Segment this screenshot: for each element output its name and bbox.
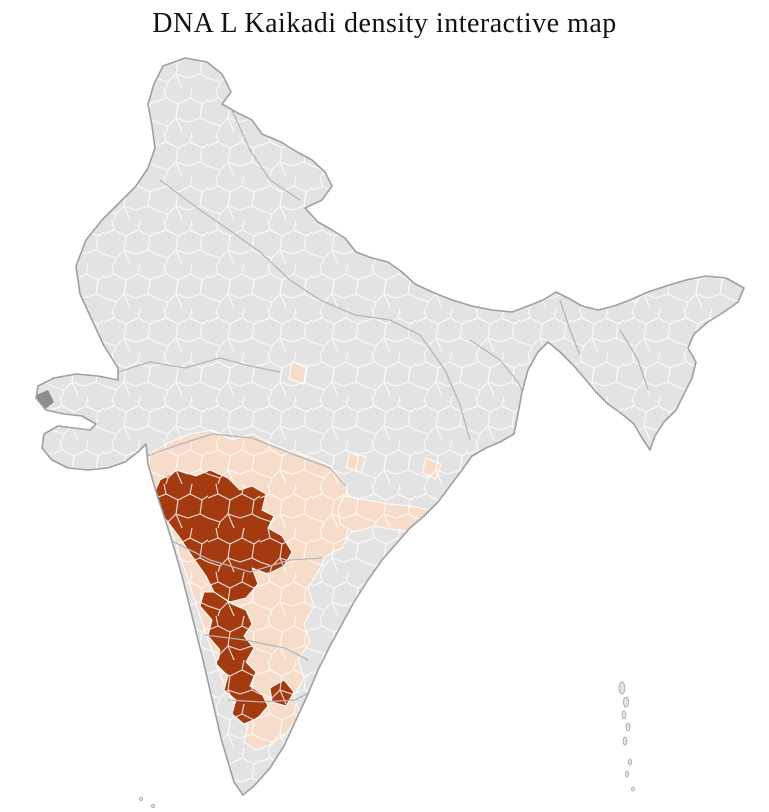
island-9 — [151, 804, 155, 808]
islands-layer — [139, 681, 635, 808]
island-3 — [625, 722, 631, 732]
island-7 — [631, 786, 635, 792]
island-5 — [628, 758, 632, 766]
island-2 — [621, 710, 627, 720]
district-region-no-data-east-district[interactable] — [496, 444, 528, 470]
island-0 — [618, 681, 626, 695]
island-8 — [139, 797, 143, 801]
country-border — [35, 57, 745, 796]
island-1 — [623, 696, 629, 708]
island-6 — [625, 770, 629, 778]
page-title: DNA L Kaikadi density interactive map — [152, 8, 617, 39]
state-boundaries — [117, 109, 649, 703]
island-4 — [622, 736, 628, 746]
